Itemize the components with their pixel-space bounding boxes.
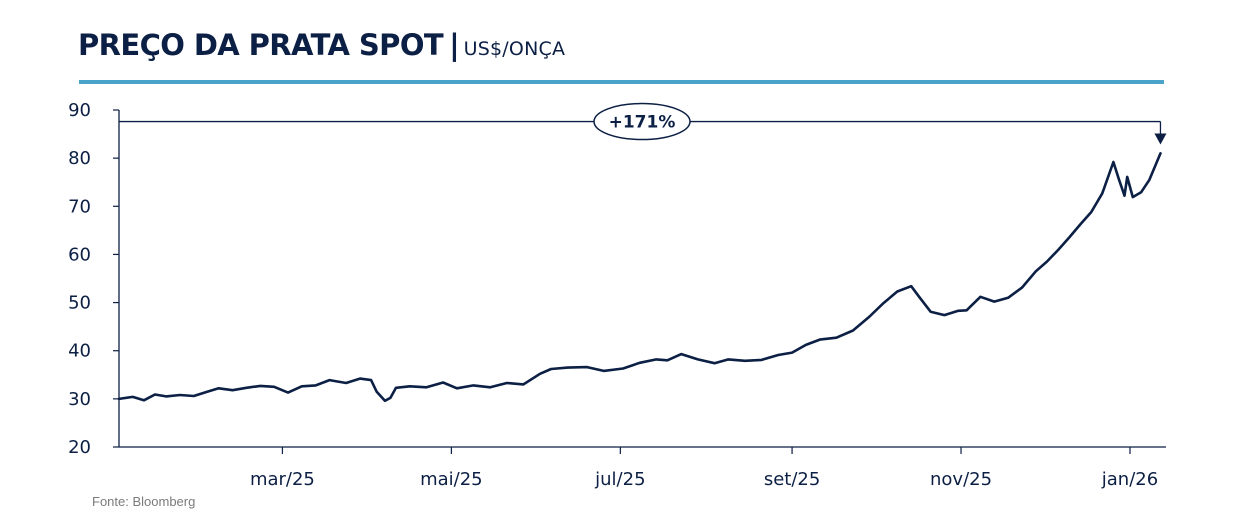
x-tick-label: jul/25 [594,469,645,490]
x-tick-label: mar/25 [250,469,315,490]
series-line [117,152,1162,403]
arrow-head [1154,133,1167,145]
chart-title: PREÇO DA PRATA SPOT [78,28,444,62]
y-tick-label: 60 [68,244,91,265]
chart-header: PREÇO DA PRATA SPOT | US$/ONÇA [78,28,565,72]
annotation-label: +171% [609,113,676,133]
x-tick-label: nov/25 [930,469,992,490]
y-tick-label: 30 [68,389,91,410]
annotation-badge [593,102,691,141]
y-tick-label: 20 [68,437,91,458]
chart-subtitle: US$/ONÇA [463,38,566,60]
source-note: Fonte: Bloomberg [92,494,196,509]
y-tick-label: 40 [68,341,91,362]
y-tick-label: 90 [68,100,91,121]
header-rule [79,80,1164,84]
y-tick-label: 80 [68,148,91,169]
x-tick-label: mai/25 [420,469,483,490]
y-tick-label: 50 [68,293,91,314]
x-tick-label: set/25 [764,469,820,490]
y-tick-label: 70 [68,196,91,217]
x-tick-label: jan/26 [1101,469,1158,490]
title-separator: | [449,28,460,62]
